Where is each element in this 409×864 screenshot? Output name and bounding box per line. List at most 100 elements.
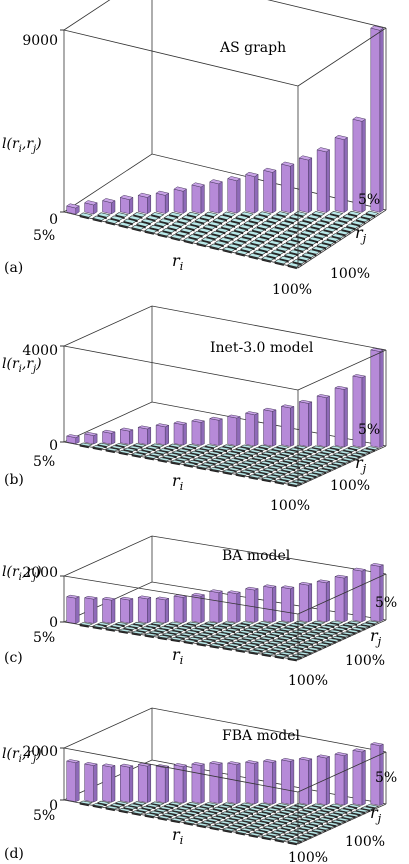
bar-13 — [280, 404, 295, 447]
bar-side-face — [147, 596, 152, 624]
bar-8 — [191, 418, 206, 446]
bar-front-face — [227, 178, 238, 214]
floor-tile — [184, 224, 199, 230]
bar-top-face — [352, 374, 367, 378]
bar-top-face — [316, 754, 331, 759]
floor-tile — [288, 249, 303, 255]
bar-3 — [101, 596, 116, 624]
y-axis-label-part: j — [360, 231, 367, 245]
bar-side-face — [308, 401, 313, 447]
floor-tile — [247, 649, 263, 654]
bar-top-face — [173, 186, 188, 192]
floor-tile — [317, 817, 333, 822]
z-axis-label-part: j — [31, 572, 36, 583]
bar-2 — [83, 432, 98, 445]
bar-top-face — [155, 190, 170, 196]
floor-tile — [360, 448, 375, 453]
bar-top-face — [262, 167, 277, 173]
floor-tile — [299, 633, 315, 638]
floor-tile — [230, 217, 245, 224]
floor-tile — [221, 246, 236, 252]
bar-side-face — [361, 569, 366, 623]
bar-14 — [298, 155, 313, 214]
y-tick-last: 100% — [345, 834, 385, 850]
floor-tile — [322, 815, 338, 819]
bar-18 — [369, 742, 385, 806]
x-axis-label: ri — [172, 471, 184, 493]
floor-tile — [301, 833, 316, 837]
bar-top-face — [173, 421, 188, 425]
bar-side-face — [361, 750, 366, 806]
y-axis-label-part: r — [355, 453, 364, 472]
floor-tile — [311, 470, 326, 475]
floor-tile — [324, 447, 339, 452]
bar-side-face — [75, 760, 80, 803]
box-floor-front-edge — [63, 441, 299, 487]
floor-tile — [234, 471, 250, 476]
y-tick-last: 100% — [330, 266, 370, 282]
panel-label: (c) — [4, 650, 23, 666]
floor-tile — [283, 252, 298, 258]
floor-tile — [228, 230, 243, 236]
floor-tile — [78, 212, 93, 218]
floor-tile — [109, 803, 125, 808]
z-axis-label-part: j — [31, 364, 36, 375]
floor-tile — [260, 256, 275, 262]
bar-side-face — [343, 576, 348, 623]
bar-top-face — [119, 194, 134, 200]
x-tick-last: 100% — [272, 282, 312, 298]
floor-tile — [273, 837, 289, 842]
floor-tile — [161, 632, 177, 637]
floor-tile — [200, 462, 216, 467]
floor-tile — [345, 455, 360, 459]
floor-tile — [289, 638, 305, 643]
floor-tile — [210, 457, 225, 462]
floor-tile — [287, 227, 302, 233]
bar-top-face — [65, 594, 81, 599]
bar-front-face — [102, 765, 112, 803]
bar-top-face — [65, 759, 81, 763]
floor-tile — [345, 629, 360, 634]
bar-10 — [226, 761, 242, 805]
floor-tile — [301, 252, 316, 258]
bar-10 — [226, 590, 242, 623]
bar-top-face — [137, 425, 152, 430]
bar-side-face — [272, 169, 277, 214]
plot-box-front — [63, 747, 387, 845]
floor-tile — [158, 218, 173, 224]
bar-front-face — [137, 426, 148, 445]
floor-tile — [179, 455, 194, 460]
floor-tile — [117, 449, 133, 454]
y-axis-label: rj — [355, 223, 367, 245]
floor-tile — [109, 215, 124, 221]
bar-front-face — [352, 569, 363, 622]
floor-tile — [342, 622, 357, 627]
y-tick-first: 5% — [358, 192, 380, 208]
bar-14 — [298, 581, 313, 623]
bar-16 — [334, 135, 349, 213]
bar-top-face — [316, 579, 331, 584]
bar-front-face — [155, 765, 166, 804]
bar-front-face — [137, 764, 148, 803]
floor-tile — [179, 813, 194, 818]
bar-side-face — [236, 591, 241, 623]
bar-16 — [334, 385, 349, 448]
floor-tile — [269, 227, 284, 233]
y-axis-label-part: r — [355, 223, 364, 242]
bar-top-face — [298, 756, 313, 761]
floor-tile — [168, 211, 183, 218]
floor-tile — [325, 463, 341, 468]
floor-tile — [158, 448, 173, 453]
floor-tile — [291, 223, 306, 230]
bar-14 — [298, 756, 313, 805]
floor-tile — [273, 629, 289, 634]
z-axis-label-part: ) — [35, 136, 41, 152]
floor-tile — [246, 230, 261, 236]
floor-tile — [325, 638, 341, 642]
floor-tile — [314, 220, 329, 226]
bar-side-face — [200, 420, 205, 446]
floor-tile — [104, 805, 120, 810]
bar-side-face — [343, 387, 348, 448]
bar-6 — [155, 596, 170, 624]
